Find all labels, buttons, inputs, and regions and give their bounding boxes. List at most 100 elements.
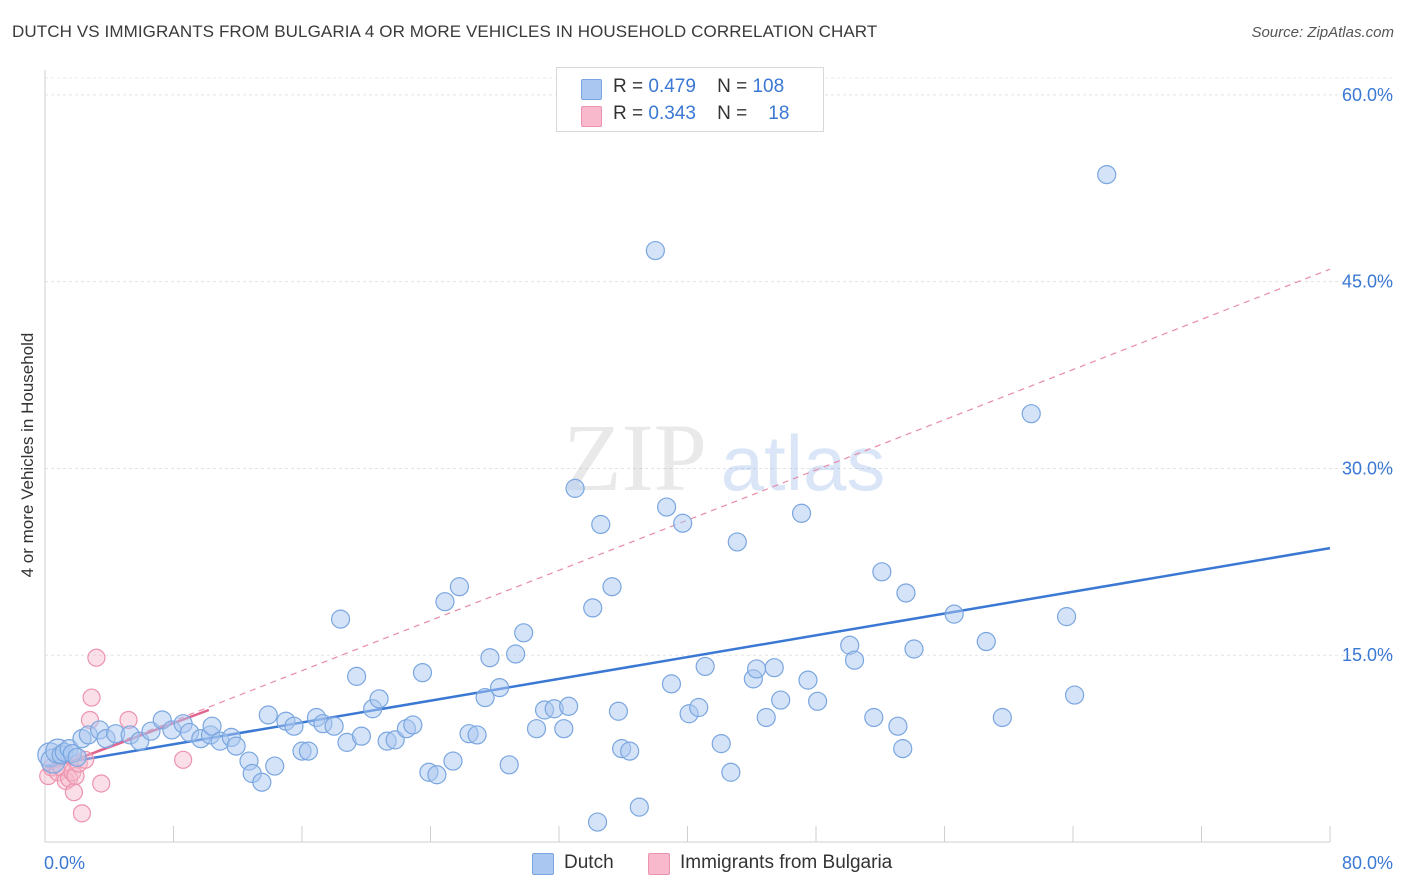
dutch-point [620,741,640,761]
dutch-point [583,598,603,618]
dutch-point [721,762,741,782]
legend-swatch-bulgaria [581,106,602,127]
legend-r-value: 0.479 [648,76,696,97]
bottom-legend-swatch-dutch [532,853,554,875]
bulgaria-point [92,774,111,793]
dutch-point [526,719,547,739]
dutch-point [475,687,495,708]
dutch-point [1065,685,1085,705]
dutch-point [298,741,319,761]
dutch-point [808,691,828,711]
y-tick-label: 60.0% [1342,85,1393,105]
dutch-point [771,690,791,710]
dutch-point [711,734,731,754]
dutch-point [324,716,344,736]
dutch-point [764,658,784,678]
dutch-point [330,609,351,629]
dutch-point [602,577,622,597]
dutch-point [351,726,372,746]
dutch-point [489,677,510,698]
dutch-point [252,772,272,792]
dutch-point [499,755,519,775]
dutch-point [369,689,389,709]
dutch-point [1021,404,1041,424]
bulgaria-point [82,688,101,707]
y-axis-label: 4 or more Vehicles in Household [18,332,37,578]
dutch-point [791,503,812,523]
bulgaria-point [87,648,106,667]
dutch-point [727,532,747,552]
dutch-point [896,583,916,603]
dutch-point [657,497,677,517]
dutch-point [645,240,665,261]
x-tick-label-max: 80.0% [1342,853,1393,873]
dutch-point [467,725,487,745]
y-tick-label: 15.0% [1342,645,1393,665]
axes [44,70,1331,843]
dutch-point [872,562,892,582]
dutch-point [347,666,367,686]
dutch-point [565,478,585,498]
dutch-point [226,736,246,756]
bulgaria-point [64,783,84,802]
dutch-point [888,716,908,736]
dutch-point [480,648,500,668]
dutch-point [514,623,534,643]
dutch-point [689,697,709,718]
dutch-point [554,719,574,739]
source-label: Source: ZipAtlas.com [1251,24,1394,41]
dutch-points [37,164,1117,832]
legend-n-label: N = [717,103,748,124]
dutch-point [756,707,776,728]
dutch-point [591,514,611,535]
dutch-point [798,670,818,690]
dutch-point [864,707,884,728]
dutch-point [449,577,470,597]
bottom-legend-label-dutch: Dutch [564,852,614,873]
legend-r-label: R = [613,103,644,124]
dutch-point [265,756,285,776]
dutch-point [202,716,222,736]
y-tick-label: 45.0% [1342,272,1393,292]
dutch-point [904,639,924,659]
dutch-point [695,656,715,677]
dutch-point [427,765,447,785]
chart-title: DUTCH VS IMMIGRANTS FROM BULGARIA 4 OR M… [12,22,878,41]
legend-n-value: 18 [768,103,790,124]
grid-lines [45,77,1395,656]
dutch-point [629,797,649,817]
dutch-point [746,659,767,679]
bottom-legend-label-bulgaria: Immigrants from Bulgaria [680,852,893,873]
dutch-point [893,739,913,759]
bottom-legend-swatch-bulgaria [648,853,670,875]
dutch-point [258,705,278,725]
watermark: ZIP atlas [563,404,885,511]
legend-r-label: R = [613,76,644,97]
dutch-point [844,650,865,670]
dutch-point [976,631,996,652]
dutch-point [608,701,629,721]
dutch-point [284,716,304,736]
dutch-point [1097,164,1117,185]
dutch-point [403,715,423,735]
bulgaria-trend-extended [44,268,1331,772]
legend-r-value: 0.343 [648,103,696,124]
dutch-point [506,644,526,664]
dutch-point [67,747,87,767]
dutch-point [673,513,693,533]
dutch-point [443,751,463,771]
correlation-legend: R = 0.479 N = 108 R = 0.343 N = 18 [556,67,824,132]
dutch-point [661,674,682,694]
bulgaria-point [72,804,92,823]
dutch-point [944,604,964,624]
watermark-zip: ZIP [563,404,707,511]
dutch-point [587,812,608,832]
tick-labels: 15.0% 30.0% 45.0% 60.0% 0.0% 80.0% [44,85,1393,873]
x-tick-label-min: 0.0% [44,853,85,873]
dutch-point [412,663,433,683]
legend-n-value: 108 [752,76,785,97]
bulgaria-point [174,750,193,769]
legend-n-label: N = [717,76,748,97]
dutch-trend-line [44,546,1331,768]
